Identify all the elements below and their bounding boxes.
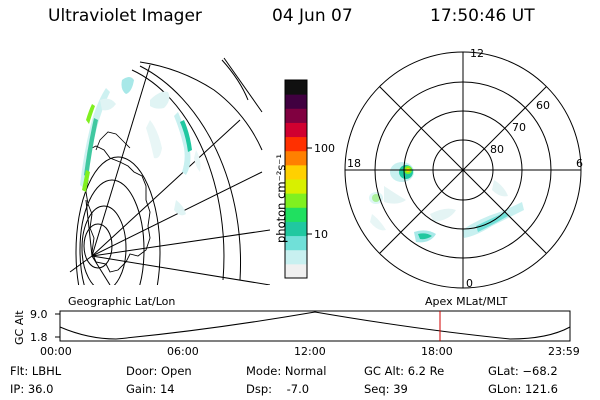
graticule-arc bbox=[139, 61, 263, 151]
observation-date: 04 Jun 07 bbox=[272, 6, 353, 26]
colorbar bbox=[284, 79, 312, 279]
colorbar-cell bbox=[285, 164, 307, 180]
view-boundary bbox=[131, 69, 225, 281]
earth-limb bbox=[139, 65, 241, 281]
status-gc-alt: GC Alt: 6.2 Re bbox=[364, 364, 445, 378]
mlt-label-6: 6 bbox=[576, 157, 583, 170]
altitude-curve bbox=[59, 311, 571, 340]
longitude-line bbox=[91, 229, 270, 257]
longitude-line bbox=[223, 57, 263, 113]
colorbar-cell bbox=[285, 136, 307, 152]
latitude-line bbox=[75, 156, 161, 285]
colorbar-cell bbox=[285, 94, 307, 109]
longitude-line bbox=[91, 255, 111, 285]
status-seq: Seq: 39 bbox=[364, 382, 408, 396]
status-gain: Gain: 14 bbox=[126, 382, 175, 396]
mlt-label-0: 0 bbox=[466, 277, 473, 290]
status-mode: Mode: Normal bbox=[246, 364, 327, 378]
mlat-label-60: 60 bbox=[536, 99, 550, 112]
longitude-line bbox=[69, 255, 93, 273]
colorbar-tick-10: 10 bbox=[314, 228, 328, 241]
apex-caption: Apex MLat/MLT bbox=[425, 295, 508, 308]
status-filter: Flt: LBHL bbox=[10, 364, 62, 378]
altitude-plot bbox=[55, 310, 571, 342]
aurora-emission bbox=[80, 77, 201, 216]
colorbar-cell bbox=[285, 207, 307, 222]
colorbar-cell bbox=[285, 108, 307, 123]
colorbar-cell bbox=[285, 179, 307, 194]
longitude-line bbox=[85, 199, 93, 257]
status-dsp: Dsp: -7.0 bbox=[246, 382, 310, 396]
time-tick-0600: 06:00 bbox=[167, 345, 199, 358]
colorbar-cell bbox=[285, 221, 307, 237]
colorbar-unit-label: photon cm⁻²s⁻¹ bbox=[274, 154, 288, 243]
colorbar-cell bbox=[285, 150, 307, 166]
status-glon: GLon: 121.6 bbox=[488, 382, 558, 396]
latitude-line bbox=[79, 179, 145, 285]
polar-plot bbox=[344, 51, 582, 289]
time-tick-1800: 18:00 bbox=[421, 345, 453, 358]
longitude-line bbox=[91, 255, 270, 285]
mlat-label-80: 80 bbox=[490, 143, 504, 156]
status-door: Door: Open bbox=[126, 364, 192, 378]
colorbar-cell bbox=[285, 249, 307, 265]
colorbar-cell bbox=[285, 235, 307, 251]
altitude-ytick-1-8: 1.8 bbox=[30, 331, 48, 344]
aurora-emission bbox=[369, 162, 524, 243]
instrument-title: Ultraviolet Imager bbox=[48, 6, 202, 26]
mlt-label-18: 18 bbox=[347, 157, 361, 170]
longitude-line bbox=[91, 64, 151, 257]
mlat-label-70: 70 bbox=[512, 121, 526, 134]
latitude-line bbox=[81, 205, 127, 285]
latitude-line bbox=[83, 223, 113, 269]
coastline bbox=[85, 145, 151, 273]
colorbar-cell bbox=[285, 193, 307, 208]
mlt-meridian-diagonal bbox=[379, 86, 547, 254]
mlt-label-12: 12 bbox=[470, 47, 484, 60]
geographic-map bbox=[69, 57, 270, 285]
longitude-line bbox=[91, 119, 241, 257]
time-tick-2359: 23:59 bbox=[548, 345, 580, 358]
altitude-ytick-9: 9.0 bbox=[30, 308, 48, 321]
altitude-ylabel: GC Alt bbox=[13, 310, 26, 345]
colorbar-cell bbox=[285, 80, 307, 95]
longitude-line bbox=[91, 171, 263, 257]
graticule-arc bbox=[221, 59, 249, 101]
time-tick-0000: 00:00 bbox=[40, 345, 72, 358]
coastline bbox=[95, 131, 131, 151]
status-glat: GLat: −68.2 bbox=[488, 364, 558, 378]
geographic-caption: Geographic Lat/Lon bbox=[68, 295, 176, 308]
colorbar-cell bbox=[285, 122, 307, 138]
colorbar-cell bbox=[285, 263, 307, 279]
time-tick-1200: 12:00 bbox=[294, 345, 326, 358]
status-ip: IP: 36.0 bbox=[10, 382, 54, 396]
observation-time: 17:50:46 UT bbox=[430, 6, 535, 26]
colorbar-tick-100: 100 bbox=[314, 142, 335, 155]
